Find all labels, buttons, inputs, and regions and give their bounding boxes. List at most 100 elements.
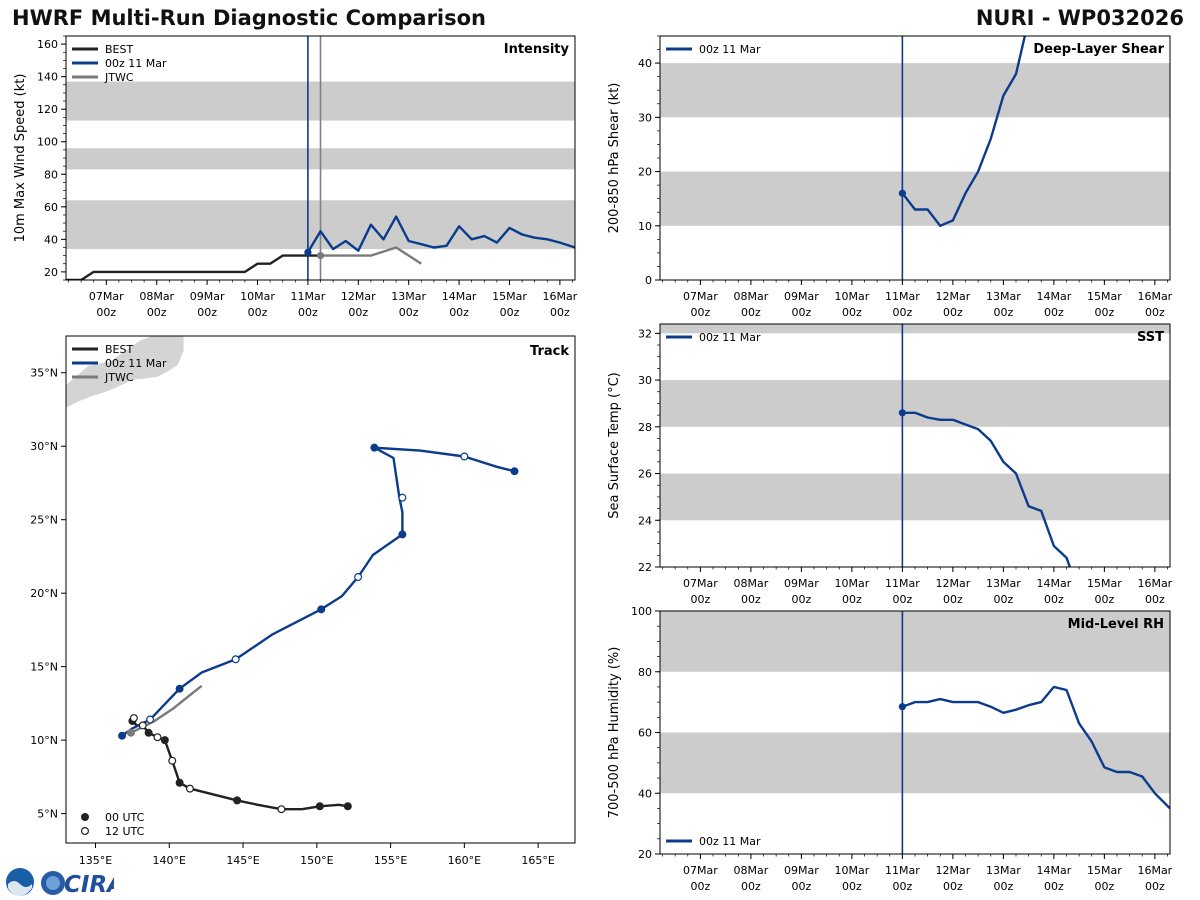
sst-xtick-sublabel: 00z xyxy=(741,593,761,606)
intensity-legend-label: BEST xyxy=(105,43,133,56)
intensity-plot-area xyxy=(66,36,575,280)
track-plot-area xyxy=(66,336,519,814)
track-marker-legend-label: 12 UTC xyxy=(105,825,145,838)
sst-threshold-band xyxy=(660,473,1170,521)
sst-ytick-label: 24 xyxy=(638,514,652,527)
shear-init-marker xyxy=(898,189,906,197)
track-marker-00utc xyxy=(315,802,324,811)
track-xtick-label: 155°E xyxy=(374,854,407,867)
intensity-xtick-sublabel: 00z xyxy=(550,306,570,319)
rh-plot-area xyxy=(660,611,1170,854)
sst-xtick-sublabel: 00z xyxy=(892,593,912,606)
intensity-xtick-label: 11Mar xyxy=(291,290,326,303)
sst-ytick-label: 32 xyxy=(638,327,652,340)
sst-xtick-label: 12Mar xyxy=(935,577,970,590)
track-marker-00utc xyxy=(175,684,184,693)
shear-xtick-label: 10Mar xyxy=(834,290,869,303)
track-xtick-label: 135°E xyxy=(79,854,112,867)
shear-xtick-label: 07Mar xyxy=(683,290,718,303)
track-marker-00utc xyxy=(398,530,407,539)
rh-ytick-label: 60 xyxy=(638,727,652,740)
track-xtick-label: 145°E xyxy=(226,854,259,867)
sst-init-marker xyxy=(898,409,906,417)
track-ytick-label: 10°N xyxy=(30,734,58,747)
intensity-ytick-label: 60 xyxy=(44,201,58,214)
track-marker-12utc xyxy=(153,733,162,742)
track-title: Track xyxy=(530,344,569,359)
track-marker-legend-label: 00 UTC xyxy=(105,811,145,824)
track-marker-12utc xyxy=(231,655,240,664)
rh-series-00z-11-mar xyxy=(901,685,1170,810)
shear-xtick-label: 16Mar xyxy=(1137,290,1172,303)
rh-ytick-label: 40 xyxy=(638,787,652,800)
rh-threshold-band xyxy=(660,732,1170,794)
sst-plot-area xyxy=(660,324,1170,567)
shear-ytick-label: 30 xyxy=(638,111,652,124)
track-ytick-label: 20°N xyxy=(30,587,58,600)
track-ytick-label: 5°N xyxy=(37,808,58,821)
track-marker-00utc xyxy=(126,728,135,737)
rh-legend-label: 00z 11 Mar xyxy=(699,835,761,848)
track-ytick-label: 15°N xyxy=(30,661,58,674)
rh-xtick-sublabel: 00z xyxy=(1145,880,1165,893)
intensity-xtick-label: 09Mar xyxy=(190,290,225,303)
shear-ytick-label: 0 xyxy=(645,274,652,287)
intensity-legend-label: JTWC xyxy=(104,71,134,84)
shear-xtick-label: 14Mar xyxy=(1036,290,1071,303)
rh-xtick-label: 10Mar xyxy=(834,864,869,877)
rh-xtick-sublabel: 00z xyxy=(1094,880,1114,893)
track-frame xyxy=(65,335,576,844)
intensity-ytick-label: 120 xyxy=(37,103,58,116)
rh-xtick-sublabel: 00z xyxy=(741,880,761,893)
cira-logo-text: CIRA xyxy=(64,872,114,898)
legend-12utc-marker xyxy=(80,826,89,835)
sst-xtick-label: 09Mar xyxy=(784,577,819,590)
rh-xtick-label: 13Mar xyxy=(986,864,1021,877)
intensity-xtick-label: 08Mar xyxy=(139,290,174,303)
track-legend-label: JTWC xyxy=(104,371,134,384)
rh-xtick-label: 15Mar xyxy=(1087,864,1122,877)
shear-xtick-sublabel: 00z xyxy=(1044,306,1064,319)
sst-ytick-label: 28 xyxy=(638,421,652,434)
intensity-chart: 20 40 60 80 100 120 140 160 07Mar 00z 08Mar 00z 09Ma… xyxy=(13,35,578,319)
rh-xtick-label: 16Mar xyxy=(1137,864,1172,877)
track-marker-12utc xyxy=(146,715,155,724)
intensity-init-marker xyxy=(316,252,325,260)
rh-xtick-sublabel: 00z xyxy=(943,880,963,893)
shear-xtick-sublabel: 00z xyxy=(1094,306,1114,319)
track-marker-12utc xyxy=(354,573,363,582)
track-legend-label: BEST xyxy=(105,343,133,356)
intensity-xtick-sublabel: 00z xyxy=(399,306,419,319)
shear-xtick-label: 15Mar xyxy=(1087,290,1122,303)
rh-ytick-label: 80 xyxy=(638,666,652,679)
intensity-init-marker xyxy=(304,248,312,256)
rh-xtick-label: 12Mar xyxy=(935,864,970,877)
intensity-title: Intensity xyxy=(504,42,570,57)
intensity-xtick-sublabel: 00z xyxy=(96,306,116,319)
sst-xtick-sublabel: 00z xyxy=(1145,593,1165,606)
intensity-xtick-label: 16Mar xyxy=(542,290,577,303)
rh-ytick-label: 100 xyxy=(631,605,652,618)
land-mass xyxy=(66,336,185,409)
track-xtick-label: 140°E xyxy=(153,854,186,867)
rh-ylabel: 700-500 hPa Humidity (%) xyxy=(607,647,622,819)
sst-series-00z-11-mar xyxy=(902,411,1072,567)
sst-ytick-label: 30 xyxy=(638,374,652,387)
sst-threshold-band xyxy=(660,380,1170,427)
intensity-ytick-label: 140 xyxy=(37,71,58,84)
intensity-ytick-label: 160 xyxy=(37,38,58,51)
shear-threshold-band xyxy=(660,63,1170,118)
shear-xtick-sublabel: 00z xyxy=(1145,306,1165,319)
shear-chart: 0 10 20 30 40 07Mar 00z 08Mar 00z 09Mar 00z 10Mar 00… xyxy=(607,35,1173,319)
rh-init-marker xyxy=(898,703,906,711)
track-marker-12utc xyxy=(138,721,147,730)
rh-xtick-label: 09Mar xyxy=(784,864,819,877)
track-marker-12utc xyxy=(398,493,407,502)
track-ytick-label: 25°N xyxy=(30,514,58,527)
track-marker-00utc xyxy=(118,731,127,740)
track-ytick-label: 30°N xyxy=(30,440,58,453)
intensity-ytick-label: 20 xyxy=(44,266,58,279)
shear-xtick-sublabel: 00z xyxy=(691,306,711,319)
sst-xtick-label: 16Mar xyxy=(1137,577,1172,590)
intensity-ytick-label: 40 xyxy=(44,233,58,246)
